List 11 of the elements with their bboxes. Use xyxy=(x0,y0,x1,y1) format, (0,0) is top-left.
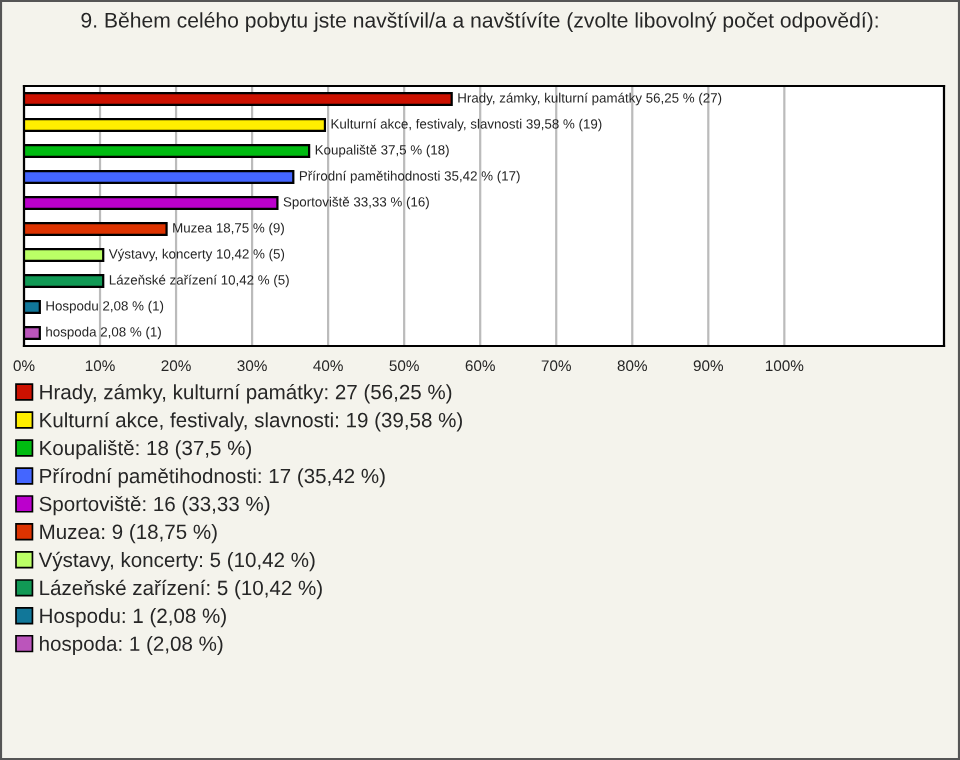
legend-label: Výstavy, koncerty: 5 (10,42 %) xyxy=(38,551,315,572)
legend-label: hospoda: 1 (2,08 %) xyxy=(40,635,223,656)
chart-title: 9. Během celého pobytu jste navštívil/a a navštívíte (zvolte libovolný počet odpovědí): xyxy=(81,12,878,32)
legend-label: Lázeňské zařízení: 5 (10,42 %) xyxy=(40,579,322,600)
legend-label: Přírodní pamětihodnosti: 17 (35,42 %) xyxy=(40,467,385,488)
legend-label: Muzea: 9 (18,75 %) xyxy=(40,524,217,544)
legend-label: Hrady, zámky, kulturní památky: 27 (56,25 %) xyxy=(40,384,452,404)
legend-label: Kulturní akce, festivaly, slavnosti: 19 (39,58 %) xyxy=(40,412,462,432)
legend-label: Sportoviště: 16 (33,33 %) xyxy=(39,496,270,516)
legend-label: Koupaliště: 18 (37,5 %) xyxy=(40,440,252,460)
legend-label: Hospodu: 1 (2,08 %) xyxy=(40,607,226,628)
